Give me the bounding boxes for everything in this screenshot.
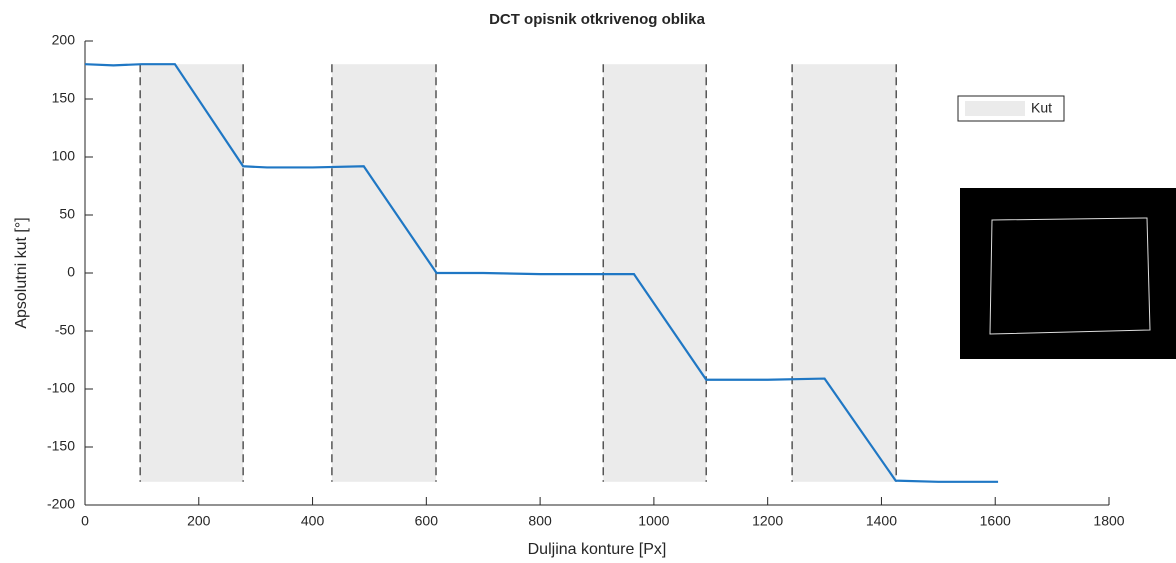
x-tick-label: 1600 (980, 513, 1011, 529)
y-tick-label: 100 (52, 148, 76, 164)
y-tick-label: 150 (52, 90, 76, 106)
x-tick-label: 600 (415, 513, 439, 529)
shaded-region (140, 64, 243, 482)
x-tick-label: 1200 (752, 513, 783, 529)
x-axis-label: Duljina konture [Px] (528, 541, 667, 558)
chart-title: DCT opisnik otkrivenog oblika (489, 11, 706, 28)
y-axis-label: Apsolutni kut [°] (13, 217, 30, 328)
legend-swatch (965, 101, 1025, 116)
y-tick-label: -200 (47, 496, 75, 512)
inset-image (960, 188, 1176, 359)
y-tick-label: 0 (67, 264, 75, 280)
x-tick-label: 0 (81, 513, 89, 529)
x-tick-label: 1800 (1093, 513, 1124, 529)
shaded-region (332, 64, 436, 482)
legend: Kut (958, 96, 1064, 121)
legend-label: Kut (1031, 100, 1052, 116)
x-tick-label: 1400 (866, 513, 897, 529)
page: {"chart_data": { "type": "line", "title"… (0, 0, 1176, 563)
x-tick-label: 800 (528, 513, 552, 529)
shaded-region (792, 64, 896, 482)
y-tick-label: 50 (59, 206, 75, 222)
x-tick-label: 400 (301, 513, 325, 529)
y-tick-label: -150 (47, 438, 75, 454)
y-tick-label: -50 (55, 322, 75, 338)
y-tick-label: 200 (52, 32, 76, 48)
x-tick-label: 1000 (638, 513, 669, 529)
y-tick-label: -100 (47, 380, 75, 396)
x-tick-label: 200 (187, 513, 211, 529)
figure: DCT opisnik otkrivenog oblika Duljina ko… (0, 0, 1176, 563)
shaded-region (603, 64, 706, 482)
